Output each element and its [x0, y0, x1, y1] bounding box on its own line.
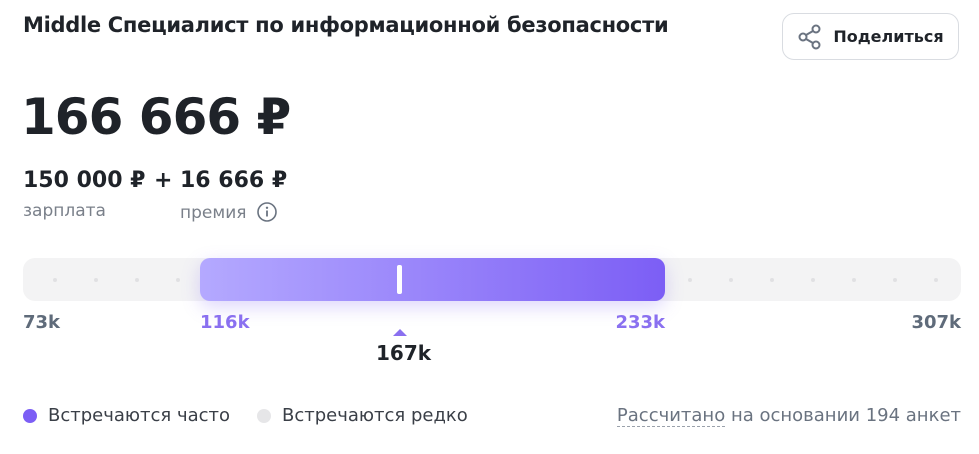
footnote-text: на основании 194 анкет: [730, 405, 961, 426]
range-high: 233k: [615, 312, 665, 333]
footnote-link[interactable]: Рассчитано: [616, 405, 726, 427]
share-icon: [798, 24, 821, 49]
track-dot: [688, 278, 692, 282]
salary-amount: 150 000 ₽: [23, 168, 146, 193]
legend-dot: [257, 409, 271, 423]
title: Middle Специалист по информационной безо…: [23, 13, 669, 37]
track-dot: [893, 278, 897, 282]
track-dot: [94, 278, 98, 282]
footnote: Рассчитано на основании 194 анкет: [616, 405, 961, 427]
range-max: 307k: [911, 312, 961, 333]
range-min: 73k: [23, 312, 61, 333]
bonus-label-text: премия: [180, 203, 247, 223]
track-dot: [135, 278, 139, 282]
range-median: 167k: [376, 341, 432, 365]
plus-sign: +: [154, 168, 173, 193]
track-dot: [852, 278, 856, 282]
legend-often: Встречаются часто: [48, 405, 231, 426]
track-dot: [811, 278, 815, 282]
share-button[interactable]: Поделиться: [782, 13, 959, 60]
bonus-amount: 16 666 ₽: [180, 168, 288, 193]
total-salary: 166 666 ₽: [21, 88, 291, 146]
legend-dot: [23, 409, 37, 423]
info-icon[interactable]: [256, 201, 278, 223]
track-dot: [729, 278, 733, 282]
legend-rare: Встречаются редко: [282, 405, 468, 426]
median-pointer: [393, 329, 407, 336]
track-dot: [934, 278, 938, 282]
track-dot: [176, 278, 180, 282]
track-dot: [53, 278, 57, 282]
bonus-label: премия: [180, 201, 278, 223]
salary-label: зарплата: [23, 201, 106, 221]
range-low: 116k: [200, 312, 250, 333]
median-marker: [397, 265, 402, 294]
share-label: Поделиться: [833, 27, 944, 46]
range-bar: [200, 258, 665, 301]
track-dot: [770, 278, 774, 282]
